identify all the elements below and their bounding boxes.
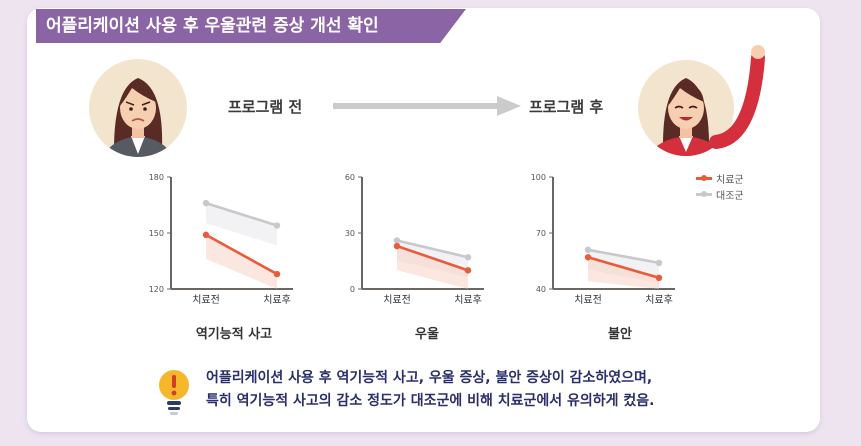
progress-arrow-icon — [333, 96, 521, 116]
depression-x-tick-label: 치료전 — [383, 294, 411, 306]
depression-y-tick-label: 0 — [350, 285, 355, 294]
anxiety-treatment-line — [587, 256, 660, 280]
anxiety-y-tick-label: 100 — [531, 173, 546, 182]
depression-y-tick-label: 30 — [345, 229, 355, 238]
legend-item-treatment: 치료군 — [696, 170, 744, 186]
depression-x-tick-label: 치료후 — [454, 294, 482, 306]
dysfunctional-thinking-y-tick-label: 150 — [149, 229, 164, 238]
happy-woman-illustration — [638, 45, 765, 156]
depression-treatment-line — [396, 244, 469, 272]
anxiety-treatment-point — [655, 274, 663, 281]
summary-note-line-1: 어플리케이션 사용 후 역기능적 사고, 우울 증상, 불안 증상이 감소하였으… — [206, 370, 653, 386]
before-program-label: 프로그램 전 — [228, 98, 303, 116]
dysfunctional-thinking-control-band — [206, 203, 277, 246]
anxiety-treatment-band — [588, 257, 659, 289]
legend-item-control: 대조군 — [696, 186, 744, 202]
dysfunctional-thinking-treatment-point — [273, 270, 281, 278]
dysfunctional-thinking-treatment-point — [202, 231, 210, 239]
chart-title-dysfunctional-thinking: 역기능적 사고 — [195, 327, 273, 342]
depression-control-line — [396, 239, 469, 259]
dysfunctional-thinking-control-point — [202, 199, 210, 207]
page-title: 어플리케이션 사용 후 우울관련 증상 개선 확인 — [36, 9, 466, 43]
chart-legend: 치료군 대조군 — [696, 170, 744, 202]
dysfunctional-thinking-treatment-line — [205, 233, 278, 276]
dysfunctional-thinking-control-line — [205, 201, 278, 227]
depression-treatment-point — [393, 242, 401, 250]
anxiety-x-tick-label: 치료전 — [574, 294, 602, 306]
summary-note-line-2: 특히 역기능적 사고의 감소 정도가 대조군에 비해 치료군에서 유의하게 컸음… — [206, 393, 655, 409]
legend-swatch-control — [696, 190, 712, 197]
anxiety-y-tick-label: 70 — [536, 229, 546, 238]
depression-treatment-band — [397, 246, 468, 289]
legend-swatch-treatment — [696, 174, 712, 181]
depression-y-tick-label: 60 — [345, 173, 355, 182]
anxiety-y-tick-label: 40 — [536, 285, 546, 294]
summary-note: 어플리케이션 사용 후 역기능적 사고, 우울 증상, 불안 증상이 감소하였으… — [206, 367, 654, 413]
anxiety-x-tick-label: 치료후 — [645, 294, 673, 306]
depression-control-point — [464, 254, 472, 261]
dysfunctional-thinking-x-tick-label: 치료전 — [192, 294, 220, 306]
dysfunctional-thinking-y-tick-label: 180 — [149, 173, 164, 182]
legend-label-control: 대조군 — [716, 190, 744, 202]
chart-title-depression: 우울 — [415, 327, 439, 342]
lightbulb-icon — [159, 370, 189, 415]
anxiety-control-point — [655, 259, 663, 267]
dysfunctional-thinking-x-tick-label: 치료후 — [263, 294, 291, 306]
anxiety-control-line — [587, 248, 660, 265]
dysfunctional-thinking-treatment-band — [206, 234, 277, 289]
chart-title-anxiety: 불안 — [608, 327, 632, 342]
anxiety-treatment-point — [584, 254, 592, 261]
dysfunctional-thinking-y-tick-label: 120 — [149, 285, 164, 294]
dysfunctional-thinking-control-point — [273, 222, 281, 229]
anxiety-control-point — [584, 246, 592, 253]
depression-treatment-point — [464, 267, 472, 274]
after-program-label: 프로그램 후 — [529, 98, 604, 116]
depression-control-point — [393, 237, 401, 244]
sad-woman-illustration — [89, 59, 187, 157]
legend-label-treatment: 치료군 — [716, 174, 744, 186]
